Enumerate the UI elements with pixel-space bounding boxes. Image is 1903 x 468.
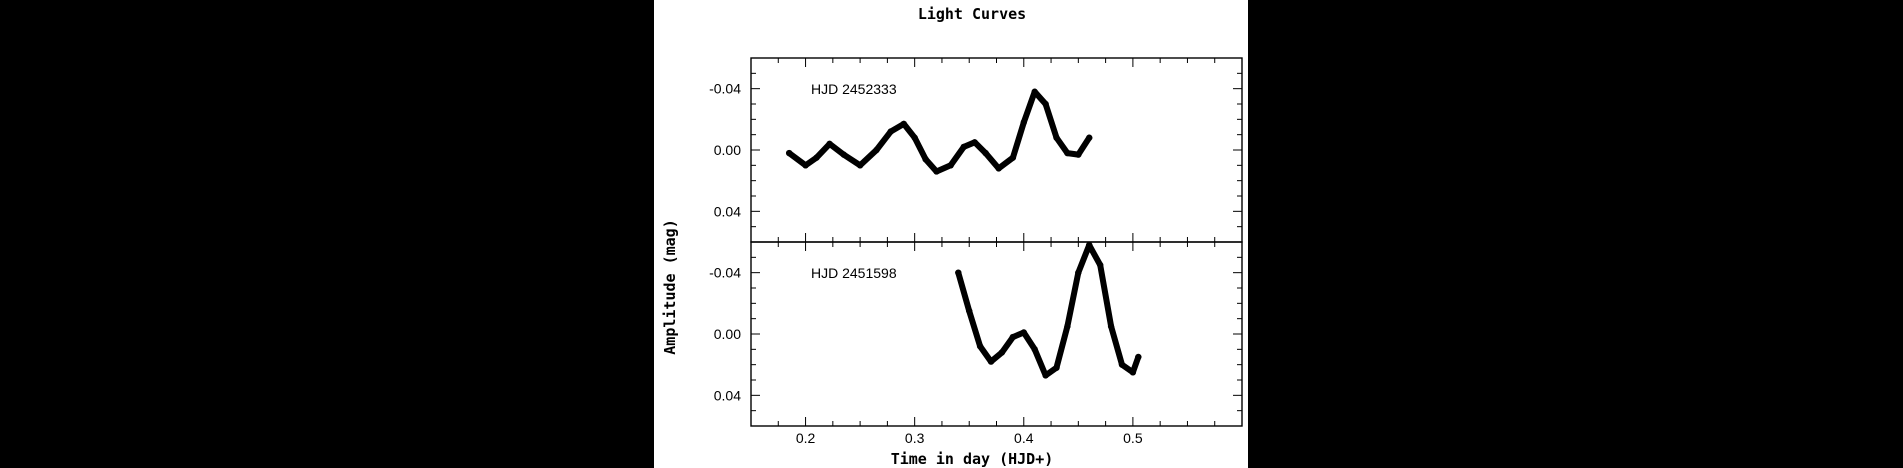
- data-point: [995, 165, 1002, 172]
- data-point: [900, 120, 907, 128]
- data-point: [802, 162, 809, 169]
- x-tick-label: 0.3: [905, 430, 925, 446]
- y-axis-label: Amplitude (mag): [661, 219, 679, 354]
- panel-annotation: HJD 2451598: [811, 265, 897, 281]
- data-point: [1020, 329, 1027, 336]
- data-point: [1086, 241, 1093, 249]
- data-point: [873, 146, 880, 154]
- data-point: [856, 162, 864, 169]
- data-point: [887, 128, 894, 135]
- data-point: [1031, 88, 1038, 95]
- data-point: [1064, 323, 1071, 330]
- data-point: [1020, 119, 1027, 126]
- data-point: [987, 358, 995, 365]
- data-point: [1075, 269, 1082, 276]
- data-point: [922, 156, 929, 163]
- y-tick-label: 0.00: [714, 142, 741, 158]
- data-point: [1118, 361, 1126, 368]
- data-point: [982, 149, 989, 157]
- data-point: [1053, 134, 1060, 141]
- data-point: [976, 343, 984, 350]
- plot-layer: -0.04 0.00 0.04 HJD 2452333 -0.04 0.00 0.04 HJD…: [709, 57, 1243, 446]
- data-point: [998, 349, 1006, 356]
- data-point: [1064, 149, 1071, 157]
- data-point: [947, 162, 954, 169]
- y-tick-label: -0.04: [709, 81, 741, 97]
- y-tick-label: 0.00: [714, 326, 741, 342]
- y-tick-label: 0.04: [714, 387, 741, 403]
- x-tick-label: 0.5: [1123, 430, 1143, 446]
- light-curves-chart: Light Curves Time in day (HJD+) Amplitud…: [661, 5, 1243, 468]
- data-point: [840, 151, 847, 158]
- data-point: [1075, 151, 1082, 158]
- data-point: [1042, 100, 1049, 108]
- data-point: [1135, 353, 1142, 361]
- x-tick-label: 0.4: [1014, 430, 1034, 446]
- data-point: [1086, 134, 1093, 141]
- y-tick-label: -0.04: [709, 265, 741, 281]
- data-point: [1031, 346, 1038, 353]
- data-point: [1107, 323, 1115, 330]
- data-point: [1009, 154, 1017, 161]
- chart-panel: Light Curves Time in day (HJD+) Amplitud…: [654, 0, 1248, 468]
- panel-annotation: HJD 2452333: [811, 81, 897, 97]
- data-point: [966, 307, 973, 315]
- data-point: [1096, 261, 1104, 269]
- data-point: [955, 269, 962, 276]
- panel-2: -0.04 0.00 0.04 HJD 2451598: [709, 241, 1243, 427]
- data-point: [1042, 372, 1049, 379]
- panel-1: -0.04 0.00 0.04 HJD 2452333: [709, 57, 1243, 243]
- light-curve-series: [955, 242, 1142, 379]
- data-point: [826, 140, 833, 148]
- data-point: [785, 149, 793, 157]
- data-point: [971, 139, 978, 146]
- x-axis-label: Time in day (HJD+): [891, 450, 1054, 468]
- x-tick-label: 0.2: [796, 430, 816, 446]
- data-point: [960, 143, 967, 151]
- data-point: [813, 154, 820, 161]
- data-point: [1129, 369, 1137, 376]
- data-point: [933, 168, 940, 175]
- y-tick-label: 0.04: [714, 203, 741, 219]
- data-point: [1009, 333, 1017, 341]
- data-point: [911, 134, 918, 141]
- chart-title: Light Curves: [918, 5, 1026, 23]
- data-point: [1053, 364, 1060, 371]
